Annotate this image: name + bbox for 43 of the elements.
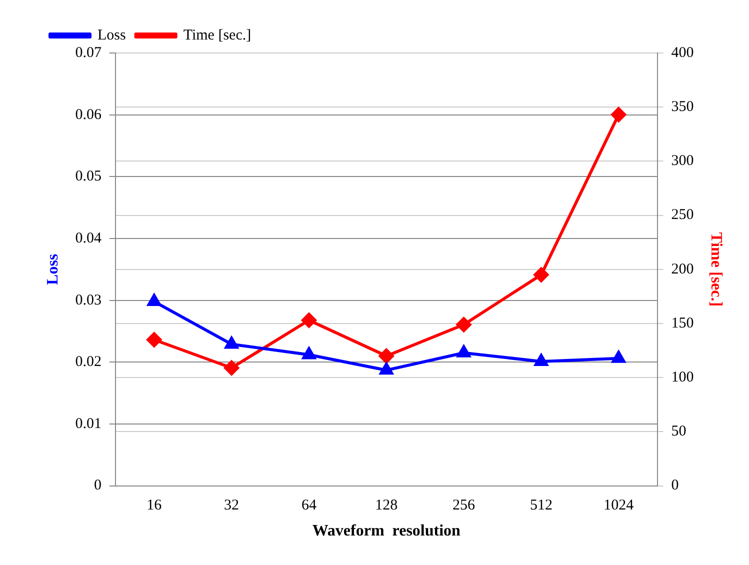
y2-tick-label: 100 bbox=[671, 370, 694, 386]
x-tick-label: 512 bbox=[530, 498, 552, 514]
point bbox=[456, 317, 472, 332]
point bbox=[224, 360, 240, 376]
y2-tick-label: 200 bbox=[671, 261, 694, 278]
point bbox=[224, 336, 238, 349]
y2-tick-label: 250 bbox=[671, 207, 694, 224]
point bbox=[534, 267, 549, 282]
point bbox=[302, 347, 316, 360]
legend-label: Loss bbox=[98, 27, 126, 44]
x-axis-title: Waveform resolution bbox=[312, 522, 461, 540]
point bbox=[534, 354, 548, 366]
point bbox=[611, 107, 626, 122]
y-tick-label: 0.02 bbox=[75, 354, 102, 370]
x-tick-label: 16 bbox=[146, 498, 162, 514]
y-tick-label: 0 bbox=[94, 478, 102, 494]
point bbox=[380, 362, 394, 375]
y-tick-label: 0.06 bbox=[75, 106, 102, 123]
x-tick-label: 128 bbox=[375, 498, 398, 514]
y2-tick-label: 350 bbox=[671, 99, 694, 116]
y-tick-label: 0.05 bbox=[75, 168, 102, 185]
point bbox=[378, 348, 394, 364]
y-tick-label: 0.07 bbox=[75, 44, 102, 61]
legend-label: Time [sec.] bbox=[183, 27, 252, 44]
y2-tick-label: 400 bbox=[671, 44, 694, 61]
point bbox=[146, 332, 162, 348]
y2-tick-label: 150 bbox=[671, 315, 694, 332]
point bbox=[612, 350, 626, 363]
y-tick-label: 0.03 bbox=[75, 292, 102, 308]
x-tick-label: 1024 bbox=[604, 498, 634, 514]
point bbox=[301, 312, 316, 328]
y2-tick-label: 300 bbox=[671, 153, 694, 170]
x-tick-label: 64 bbox=[301, 498, 317, 514]
point bbox=[457, 345, 470, 358]
y-tick-label: 0.01 bbox=[75, 416, 102, 432]
y-tick-label: 0.04 bbox=[75, 230, 102, 246]
y2-axis-title: Time [sec.] bbox=[707, 232, 724, 307]
y2-tick-label: 0 bbox=[671, 478, 679, 494]
x-tick-label: 32 bbox=[224, 498, 240, 514]
point bbox=[147, 294, 161, 306]
y-axis-title: Loss bbox=[44, 254, 62, 285]
x-tick-label: 256 bbox=[452, 498, 476, 514]
y2-tick-label: 50 bbox=[671, 424, 686, 440]
